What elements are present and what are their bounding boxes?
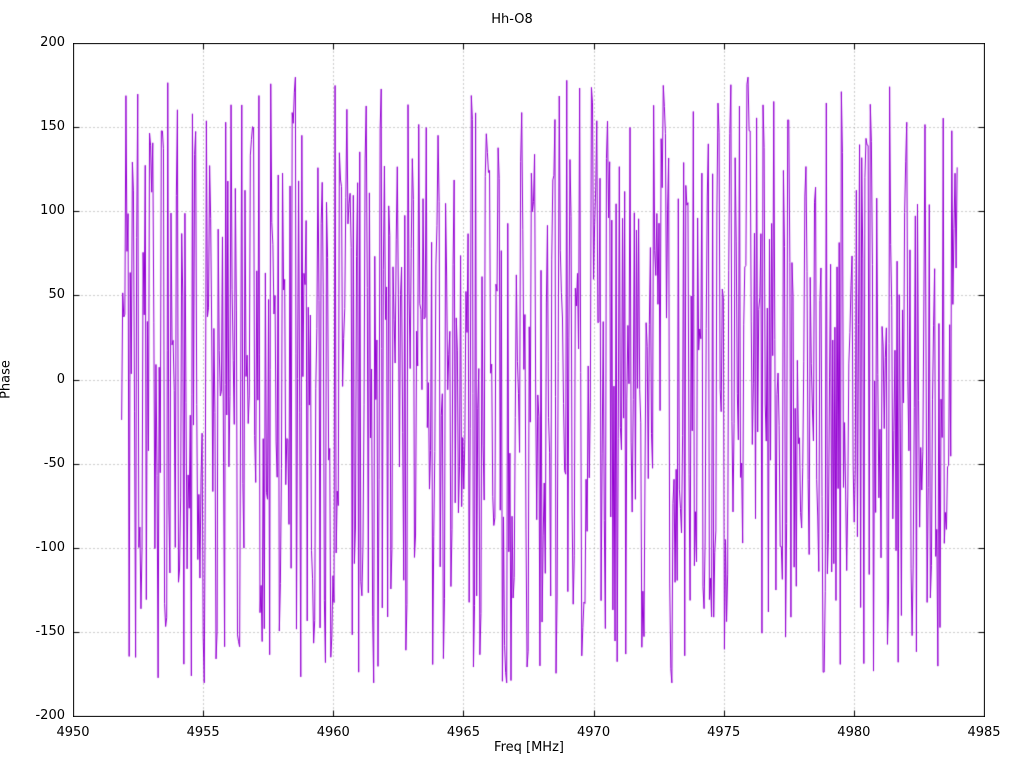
x-tick-label: 4970: [577, 725, 611, 740]
y-tick-label: 150: [40, 119, 65, 135]
x-tick-label: 4950: [56, 725, 90, 740]
y-tick-label: 200: [40, 35, 65, 50]
x-tick-label: 4975: [707, 725, 741, 740]
x-tick-label: 4955: [186, 725, 220, 740]
y-tick-label: 50: [48, 287, 65, 303]
plot-canvas: [73, 43, 985, 717]
x-tick-label: 4980: [837, 725, 871, 740]
y-tick-label: -200: [35, 708, 65, 723]
chart-title: Hh-O8: [491, 12, 533, 27]
x-axis-label: Freq [MHz]: [494, 740, 564, 755]
x-tick-label: 4985: [967, 725, 1001, 740]
x-tick-label: 4965: [446, 725, 480, 740]
y-tick-label: -50: [43, 455, 65, 471]
x-tick-label: 4960: [316, 725, 350, 740]
y-tick-label: 100: [40, 203, 65, 219]
y-tick-label: -150: [35, 623, 65, 639]
y-tick-label: 0: [56, 371, 65, 387]
y-tick-label: -100: [35, 539, 65, 555]
